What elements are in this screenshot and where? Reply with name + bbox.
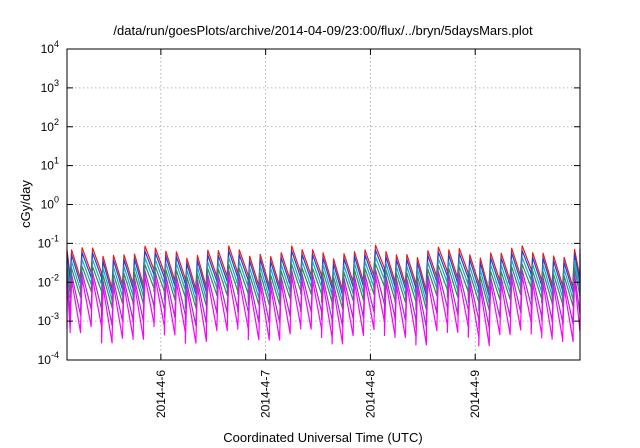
y-tick-label: 103 (41, 78, 59, 95)
y-tick-label: 10-1 (38, 233, 59, 250)
y-tick-label: 10-4 (38, 350, 59, 367)
series-group (66, 244, 581, 347)
chart-title: /data/run/goesPlots/archive/2014-04-09/2… (113, 23, 533, 38)
y-tick-label: 10-3 (38, 311, 59, 328)
x-tick-label: 2014-4-7 (259, 370, 273, 418)
x-tick-label: 2014-4-9 (468, 370, 482, 418)
y-axis-label: cGy/day (18, 180, 33, 228)
y-tick-label: 101 (41, 156, 59, 173)
series-line-6 (66, 274, 581, 347)
y-tick-label: 104 (41, 39, 59, 56)
y-tick-label: 100 (41, 195, 59, 212)
axis-ticks: 10-4 10-3 10-2 10-1 100 101 102 103 104 2014-4-6 2… (38, 39, 580, 418)
x-tick-label: 2014-4-6 (154, 370, 168, 418)
x-axis-label: Coordinated Universal Time (UTC) (223, 430, 422, 445)
y-tick-label: 102 (41, 117, 59, 134)
x-tick-label: 2014-4-8 (363, 370, 377, 418)
y-tick-label: 10-2 (38, 272, 59, 289)
